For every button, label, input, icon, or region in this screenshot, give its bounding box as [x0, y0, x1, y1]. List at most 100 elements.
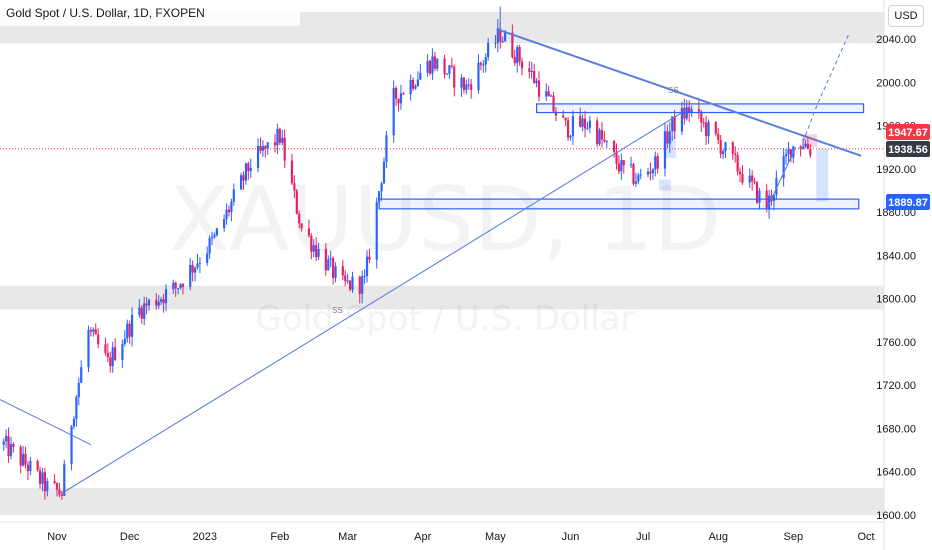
candle-body	[450, 65, 453, 67]
candle-body	[586, 127, 589, 129]
candle-body	[249, 167, 252, 172]
last-price-tag-bg	[886, 124, 930, 140]
candle-body	[53, 481, 56, 484]
candle-body	[787, 149, 790, 155]
candle-body	[673, 116, 676, 132]
candle-body	[671, 116, 674, 132]
candle-body	[605, 141, 608, 143]
candle-body	[649, 171, 652, 174]
candle-body	[445, 73, 449, 75]
candle-body	[545, 91, 548, 97]
candle-body	[654, 156, 657, 170]
trend-line	[766, 146, 797, 210]
candle-body	[259, 146, 262, 151]
candle-body	[772, 194, 776, 201]
candle-body	[615, 152, 618, 164]
last-price-tag: 1947.67	[888, 127, 928, 139]
candle-body	[189, 265, 192, 287]
candle-body	[804, 143, 807, 147]
candle-body	[41, 472, 44, 484]
price-axis-tick: 1880.00	[876, 207, 916, 219]
candle-body	[310, 235, 313, 252]
time-axis-tick: Jun	[562, 531, 580, 543]
candle-body	[72, 418, 76, 427]
candle-body	[75, 397, 78, 419]
candle-body	[295, 190, 298, 214]
candle-body	[130, 314, 134, 337]
candle-body	[535, 80, 538, 83]
candle-body	[363, 276, 366, 278]
marked-level-tag-bg	[886, 194, 930, 210]
candle-body	[433, 56, 436, 69]
candle-body	[329, 258, 332, 260]
candle-body	[537, 80, 541, 97]
candle-body	[5, 436, 8, 442]
candle-body	[629, 164, 633, 166]
candle-body	[375, 202, 378, 260]
position-marker	[816, 148, 829, 202]
candle-body	[668, 131, 671, 144]
time-axis[interactable]: Nov Dec 2023 Feb Mar Apr May Jun Jul Aug Sep Oct	[47, 531, 874, 543]
candle-body	[477, 62, 480, 91]
time-axis-tick: Oct	[857, 531, 874, 543]
candle-body	[482, 64, 485, 66]
candle-body	[617, 163, 621, 172]
candle-body	[140, 307, 143, 319]
candle-body	[97, 334, 100, 345]
candle-body	[225, 209, 228, 220]
time-axis-tick: Mar	[338, 531, 357, 543]
candle-body	[46, 481, 49, 492]
candle-body	[738, 171, 742, 175]
currency-button[interactable]: USD	[888, 5, 924, 27]
candle-body	[261, 146, 264, 151]
candle-body	[465, 84, 468, 91]
candle-body	[646, 171, 650, 175]
candle-body	[700, 111, 703, 123]
candle-body	[94, 329, 97, 335]
time-axis-tick: Sep	[784, 531, 804, 543]
candle-body	[399, 93, 403, 104]
range-box	[535, 103, 865, 114]
candle-body	[528, 68, 531, 72]
candle-body	[247, 163, 250, 172]
candle-body	[402, 93, 405, 95]
candle-body	[598, 129, 601, 145]
trend-line	[61, 112, 683, 494]
candle-body	[426, 60, 429, 73]
candle-body	[520, 61, 524, 69]
candle-body	[160, 299, 163, 302]
candle-body	[179, 284, 182, 289]
gray-zone	[0, 285, 884, 310]
candle-body	[622, 160, 625, 166]
candle-body	[613, 141, 616, 153]
candle-body	[196, 263, 199, 268]
candle-body	[690, 109, 693, 113]
price-tags: 1947.67 1938.56 1889.87	[886, 124, 930, 210]
watermark-symbol: XAUUSD, 1D	[169, 168, 722, 271]
candle-body	[758, 190, 761, 203]
candle-body	[513, 57, 516, 64]
trend-line	[0, 398, 92, 446]
candle-body	[748, 175, 751, 183]
time-axis-tick: 2023	[193, 531, 217, 543]
candle-body	[501, 41, 504, 43]
candle-body	[496, 28, 499, 43]
candle-body	[55, 483, 59, 490]
candle-body	[327, 259, 330, 271]
candle-body	[632, 164, 635, 184]
candle-body	[741, 174, 744, 183]
candle-body	[87, 329, 90, 368]
position-marker	[658, 179, 671, 191]
candle-body	[705, 122, 708, 137]
range-box	[378, 198, 860, 210]
candle-body	[581, 118, 584, 127]
candle-body	[227, 209, 231, 213]
candle-body	[443, 58, 446, 75]
candle-body	[414, 86, 417, 89]
candle-body	[530, 70, 533, 72]
candle-body	[494, 42, 497, 44]
current-price-tag: 1938.56	[888, 144, 928, 156]
candle-body	[300, 223, 303, 229]
candle-body	[317, 248, 320, 257]
